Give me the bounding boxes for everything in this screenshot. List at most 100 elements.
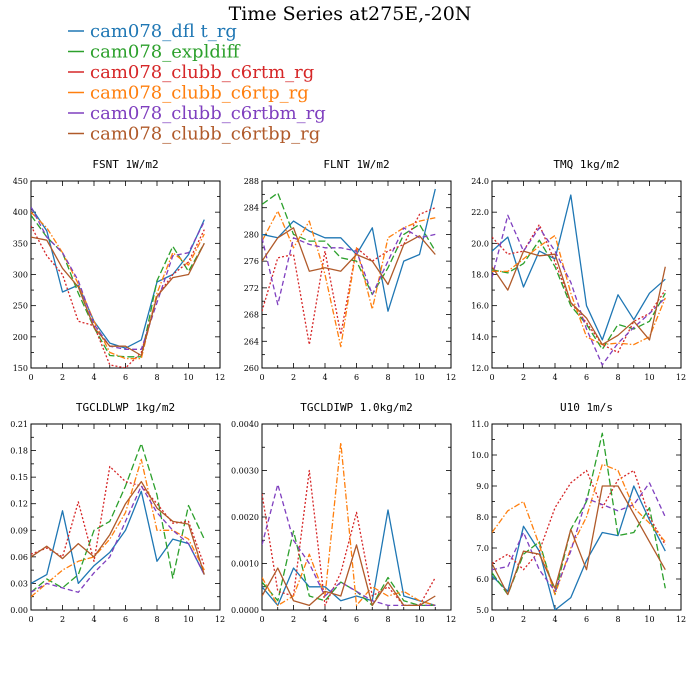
- x-tick-label: 10: [414, 615, 424, 624]
- y-tick-label: 16.0: [471, 302, 489, 311]
- x-tick-label: 6: [354, 615, 359, 624]
- legend-entry-label: cam078_dfl t_rg: [90, 21, 237, 42]
- y-tick-label: 12.0: [471, 364, 489, 373]
- plot-frame: [261, 423, 452, 611]
- series-line: [492, 214, 666, 366]
- series-line: [492, 463, 666, 596]
- y-tick-label: 0.0010: [231, 560, 259, 569]
- x-tick-label: 8: [615, 373, 620, 382]
- x-tick-label: 10: [183, 373, 193, 382]
- series-line: [262, 192, 436, 296]
- x-tick-label: 0: [489, 615, 494, 624]
- series-line: [262, 469, 436, 607]
- x-tick-label: 6: [354, 373, 359, 382]
- y-tick-label: 280: [244, 230, 259, 239]
- x-tick-label: 6: [584, 615, 589, 624]
- x-tick-label: 4: [91, 373, 96, 382]
- series-line: [31, 211, 205, 360]
- series-line: [31, 465, 205, 566]
- x-tick-label: 0: [259, 615, 264, 624]
- y-tick-label: 0.18: [10, 447, 28, 456]
- x-tick-label: 0: [28, 615, 33, 624]
- y-tick-label: 150: [13, 364, 28, 373]
- panel-title: TGCLDLWP 1kg/m2: [76, 401, 175, 414]
- panel-title: U10 1m/s: [560, 401, 613, 414]
- y-tick-label: 14.0: [471, 333, 489, 342]
- series-line: [262, 227, 436, 306]
- x-tick-label: 10: [414, 373, 424, 382]
- x-tick-label: 8: [615, 615, 620, 624]
- x-tick-label: 0: [28, 373, 33, 382]
- series-line: [31, 480, 205, 575]
- x-tick-label: 2: [521, 615, 526, 624]
- x-tick-label: 6: [123, 615, 128, 624]
- x-tick-label: 12: [215, 373, 225, 382]
- y-tick-label: 0.0040: [231, 420, 259, 429]
- x-tick-label: 8: [154, 373, 159, 382]
- y-tick-label: 0.15: [10, 473, 28, 482]
- series-line: [31, 214, 205, 358]
- y-tick-label: 0.12: [10, 500, 28, 509]
- y-tick-label: 450: [13, 177, 28, 186]
- y-tick-label: 6.0: [476, 575, 489, 584]
- chart-panel: FSNT 1W/m2 0 2 4 6 8 10 12 150 200 250 300 350 400 450: [13, 158, 225, 382]
- y-tick-label: 272: [244, 284, 259, 293]
- x-tick-label: 6: [584, 373, 589, 382]
- series-line: [31, 442, 205, 593]
- chart-panel: TGCLDLWP 1kg/m2 0 2 4 6 8 10 12 0.00 0.03 0.06 0.09…: [10, 401, 225, 624]
- y-tick-label: 264: [244, 337, 259, 346]
- y-tick-label: 200: [13, 333, 28, 342]
- x-tick-label: 10: [183, 615, 193, 624]
- series-line: [31, 485, 205, 593]
- x-tick-label: 2: [291, 373, 296, 382]
- series-line: [31, 236, 205, 357]
- y-tick-label: 5.0: [476, 606, 489, 615]
- series-line: [262, 207, 436, 346]
- x-tick-label: 4: [322, 373, 327, 382]
- series-line: [31, 458, 205, 598]
- panel-title: TMQ 1kg/m2: [553, 158, 619, 171]
- x-tick-label: 2: [60, 373, 65, 382]
- chart-panels: FSNT 1W/m2 0 2 4 6 8 10 12 150 200 250 300 350 4 0 0 450…: [10, 158, 686, 624]
- y-tick-label: 10.0: [471, 451, 489, 460]
- y-tick-label: 20.0: [471, 239, 489, 248]
- y-tick-label: 18.0: [471, 271, 489, 280]
- legend-entry-label: cam078_expldiff: [90, 42, 241, 63]
- series-line: [262, 544, 436, 607]
- x-tick-label: 2: [60, 615, 65, 624]
- plot-frame: [30, 423, 221, 611]
- panel-title: FSNT 1W/m2: [92, 158, 158, 171]
- legend-entry-label: cam078_clubb_c6rtm_rg: [90, 62, 314, 83]
- x-tick-label: 12: [676, 615, 686, 624]
- y-tick-label: 350: [13, 239, 28, 248]
- y-tick-label: 260: [244, 364, 259, 373]
- panel-title: FLNT 1W/m2: [323, 158, 389, 171]
- y-tick-label: 0.00: [10, 606, 28, 615]
- x-tick-label: 4: [552, 615, 557, 624]
- y-tick-label: 24.0: [471, 177, 489, 186]
- legend: cam078_dfl t_rgcam078_expldiffcam078_clu…: [68, 21, 326, 145]
- series-line: [492, 239, 666, 350]
- x-tick-label: 8: [385, 615, 390, 624]
- y-tick-label: 284: [244, 204, 259, 213]
- series-line: [262, 210, 436, 348]
- y-tick-label: 7.0: [476, 544, 489, 553]
- y-tick-label: 288: [244, 177, 259, 186]
- y-tick-label: 300: [13, 271, 28, 280]
- chart-panel: U10 1m/s 0 2 4 6 8 10 12 5.0 6.0 7.0 8.0 9.0 10.0 11.0: [471, 401, 686, 624]
- x-tick-label: 8: [154, 615, 159, 624]
- x-tick-label: 6: [123, 373, 128, 382]
- x-tick-label: 2: [291, 615, 296, 624]
- series-line: [262, 530, 436, 607]
- y-tick-label: 250: [13, 302, 28, 311]
- chart-panel: FLNT 1W/m2 0 2 4 6 8 10 12 260 264 268 272 276 280 284…: [244, 158, 456, 382]
- series-line: [31, 206, 205, 350]
- y-tick-label: 9.0: [476, 482, 489, 491]
- x-tick-label: 8: [385, 373, 390, 382]
- x-tick-label: 4: [552, 373, 557, 382]
- y-tick-label: 0.0000: [231, 606, 259, 615]
- series-line: [492, 194, 666, 341]
- x-tick-label: 4: [322, 615, 327, 624]
- x-tick-label: 12: [215, 615, 225, 624]
